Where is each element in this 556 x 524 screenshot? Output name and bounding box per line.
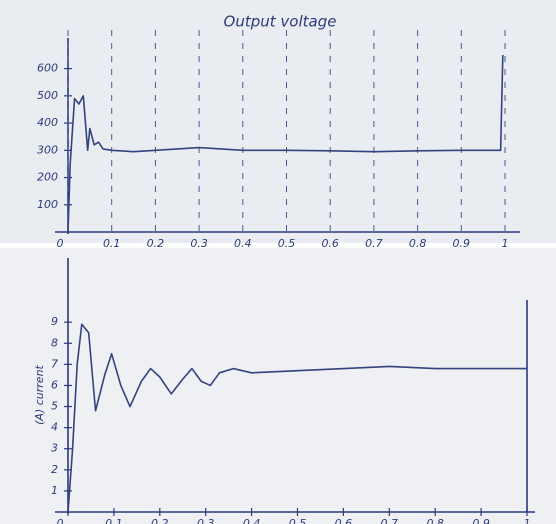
y-tick-label: 100: [37, 198, 58, 211]
x-tick-label: 1: [502, 237, 509, 250]
x-tick-label: 0.9: [472, 517, 490, 524]
x-tick-label: 0.6: [321, 237, 339, 250]
x-tick-label: 0.9: [453, 237, 471, 250]
x-tick-label: 0: [57, 237, 64, 250]
x-tick-label: 0.5: [289, 517, 307, 524]
x-tick-label: 0.8: [426, 517, 444, 524]
y-tick-label: 200: [37, 171, 58, 184]
x-tick-label: 0.5: [278, 237, 296, 250]
y-tick-label: 500: [37, 89, 58, 102]
x-tick-label: 0.7: [365, 237, 383, 250]
y-tick-label: 300: [37, 143, 58, 156]
x-tick-label: 1: [524, 517, 531, 524]
y-tick-label: 2: [51, 463, 58, 476]
y-axis-label: (A) current: [33, 364, 46, 424]
y-tick-label: 1: [51, 484, 58, 497]
paper-top: [0, 0, 556, 243]
x-tick-label: 0.2: [151, 517, 169, 524]
line: [67, 323, 527, 513]
y-tick-label: 3: [51, 442, 58, 455]
x-tick-label: 0.1: [105, 517, 123, 524]
y-tick-label: 8: [51, 336, 58, 349]
separator: [0, 243, 556, 248]
x-tick-label: 0.8: [409, 237, 427, 250]
chart-title: Output voltage: [224, 13, 337, 31]
y-tick-label: 4: [51, 421, 58, 434]
y-tick-label: 7: [51, 357, 58, 370]
x-tick-label: 0: [57, 517, 64, 524]
x-tick-label: 0.1: [103, 237, 121, 250]
line: [67, 54, 504, 233]
x-tick-label: 0.6: [335, 517, 353, 524]
paper-bottom: [0, 248, 556, 524]
y-tick-label: 600: [37, 62, 58, 75]
x-tick-label: 0.3: [197, 517, 215, 524]
x-tick-label: 0.4: [234, 237, 252, 250]
y-tick-label: 5: [51, 400, 58, 413]
x-tick-label: 0.4: [243, 517, 261, 524]
x-tick-label: 0.3: [190, 237, 208, 250]
y-tick-label: 9: [51, 315, 58, 328]
y-tick-label: 6: [51, 378, 58, 391]
y-tick-label: 400: [37, 116, 58, 129]
x-tick-label: 0.7: [381, 517, 399, 524]
x-tick-label: 0.2: [147, 237, 165, 250]
